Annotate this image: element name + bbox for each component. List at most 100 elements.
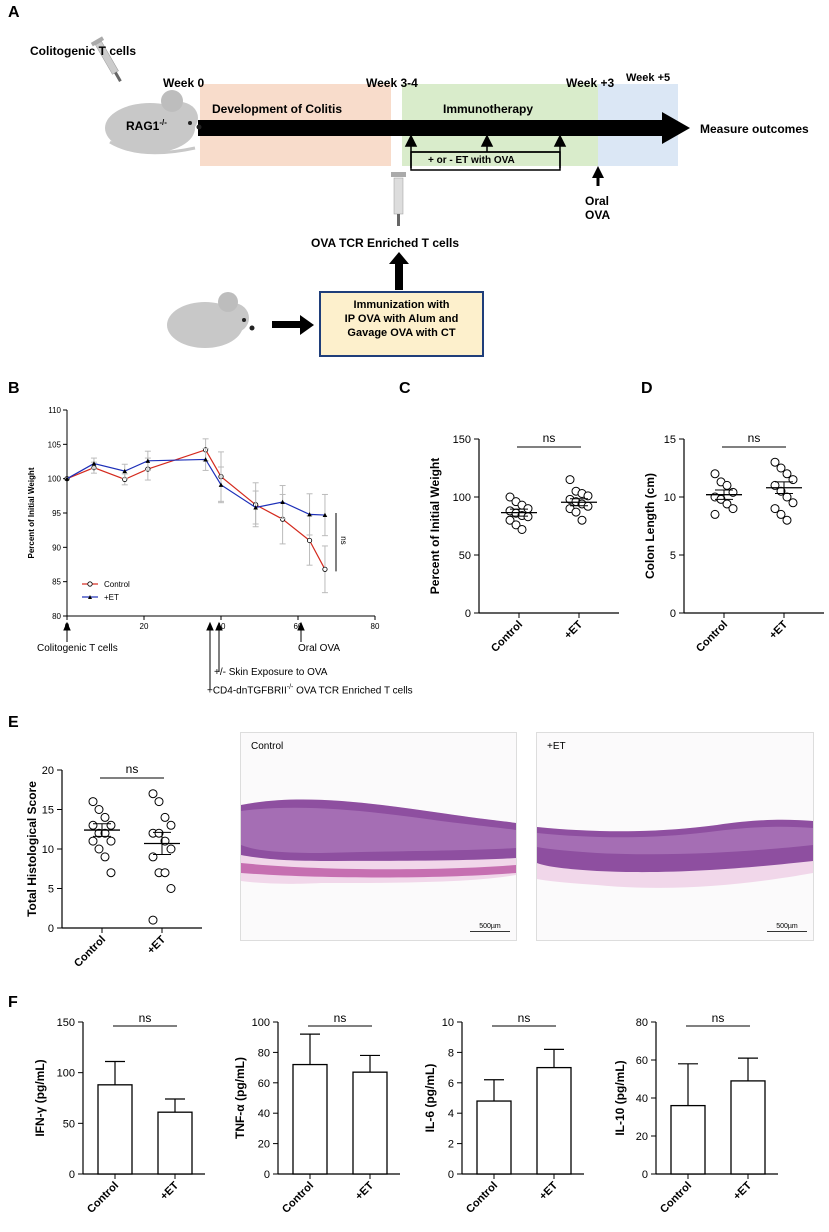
- data-point-et: [322, 512, 328, 518]
- y-tick-label: 4: [448, 1108, 454, 1120]
- y-tick-label: 10: [442, 1017, 454, 1029]
- il10-bar-chart: 0 20 40 60 80 IL-10 (pg/mL) Control +ET ns: [613, 1011, 778, 1216]
- data-point-control: [322, 566, 328, 572]
- et-with-ova-label: + or - ET with OVA: [428, 155, 515, 166]
- syringe-icon: [90, 36, 122, 82]
- y-tick-label: 0: [69, 1169, 75, 1181]
- data-point-et: [64, 476, 70, 481]
- y-tick-label: 110: [48, 406, 61, 415]
- data-point-et: [154, 797, 164, 807]
- y-tick-label: 80: [258, 1047, 270, 1059]
- y-tick-label: 50: [63, 1118, 75, 1130]
- y-tick-label: 5: [48, 884, 54, 896]
- significance-label: ns: [748, 431, 761, 445]
- right-arrow: [300, 315, 314, 335]
- data-point-et: [148, 789, 158, 799]
- legend-marker-et: [88, 595, 92, 599]
- panel-label-c: C: [399, 380, 411, 397]
- y-tick-label: 80: [636, 1017, 648, 1029]
- micrograph-et-label: +ET: [547, 741, 566, 752]
- data-point-control: [94, 805, 104, 814]
- data-point-control: [523, 504, 533, 514]
- week-plus5-label: Week +5: [626, 72, 671, 84]
- data-point-et: [782, 469, 792, 479]
- category-label-control: Control: [280, 1180, 316, 1216]
- data-point-et: [307, 512, 312, 517]
- y-tick-label: 100: [48, 475, 62, 484]
- y-axis-label: Colon Length (cm): [643, 473, 657, 579]
- data-point-et: [166, 820, 176, 830]
- y-tick-label: 15: [664, 434, 676, 446]
- significance-label: ns: [126, 762, 139, 776]
- bar-et: [352, 1071, 388, 1175]
- y-axis-label: Percent of Initial Weight: [27, 467, 36, 558]
- data-point-et: [776, 509, 786, 519]
- data-point-control: [306, 537, 313, 544]
- micrograph-control: Control 500µm: [240, 732, 517, 941]
- category-label-control: Control: [658, 1180, 694, 1216]
- significance-label: ns: [518, 1011, 531, 1025]
- data-point-et: [770, 504, 780, 514]
- data-point-control: [88, 836, 98, 846]
- data-point-et: [160, 812, 170, 822]
- data-point-control: [106, 868, 116, 878]
- bar-control: [476, 1100, 512, 1175]
- category-label-control: Control: [694, 619, 730, 655]
- timeline-arrow: [198, 112, 690, 144]
- panel-label-a: A: [8, 4, 20, 21]
- ns-label: ns: [339, 536, 348, 544]
- data-point-control: [511, 520, 521, 530]
- data-point-control: [106, 836, 116, 846]
- x-tick-label: 60: [294, 622, 303, 630]
- data-point-control: [505, 492, 515, 502]
- category-label-et: +ET: [537, 1179, 560, 1202]
- y-tick-label: 2: [448, 1139, 454, 1151]
- rag1-label: RAG1-/-: [126, 118, 167, 133]
- y-tick-label: 150: [453, 434, 471, 446]
- data-point-et: [203, 457, 208, 462]
- ann-colitogenic: Colitogenic T cells: [37, 643, 118, 654]
- y-tick-label: 5: [670, 550, 676, 562]
- category-label-et: +ET: [158, 1179, 181, 1202]
- weight-scatter-chart: 0 50 100 150 Percent of Initial Weight Contro…: [428, 431, 619, 655]
- y-tick-label: 50: [459, 550, 471, 562]
- category-label-control: Control: [72, 934, 108, 970]
- data-point-control: [88, 820, 98, 830]
- data-point-et: [583, 491, 593, 501]
- data-point-et: [280, 499, 285, 505]
- y-tick-label: 0: [642, 1169, 648, 1181]
- y-tick-label: 60: [636, 1055, 648, 1067]
- category-label-et: +ET: [731, 1179, 754, 1202]
- bar-control: [670, 1104, 706, 1175]
- panel-label-f: F: [8, 994, 18, 1011]
- y-tick-label: 10: [42, 844, 54, 856]
- y-tick-label: 0: [48, 923, 54, 935]
- panel-label-b: B: [8, 380, 20, 397]
- syringe-icon: [391, 172, 406, 226]
- ifng-bar-chart: 0 50 100 150 IFN-γ (pg/mL) Control +ET ns: [33, 1011, 205, 1216]
- data-point-control: [728, 504, 738, 514]
- data-point-control: [517, 524, 527, 534]
- measure-outcomes-label: Measure outcomes: [700, 122, 809, 136]
- y-tick-label: 0: [670, 608, 676, 620]
- week-3-4-label: Week 3-4: [366, 76, 418, 90]
- week-plus3-label: Week +3: [566, 76, 615, 90]
- legend-label-control: Control: [104, 580, 130, 589]
- tnfa-bar-chart: 0 20 40 60 80 100 TNF-α (pg/mL) Control +ET ns: [233, 1011, 400, 1216]
- data-point-control: [710, 509, 720, 519]
- significance-label: ns: [543, 431, 556, 445]
- bar-control: [292, 1063, 328, 1175]
- data-point-control: [94, 844, 104, 854]
- development-label: Development of Colitis: [212, 102, 343, 116]
- micrograph-control-label: Control: [251, 741, 284, 752]
- bar-et: [536, 1066, 572, 1175]
- data-point-control: [100, 828, 110, 838]
- y-tick-label: 6: [448, 1078, 454, 1090]
- significance-label: ns: [139, 1011, 152, 1025]
- y-tick-label: 100: [252, 1017, 270, 1029]
- data-point-et: [218, 482, 224, 487]
- bar-control: [97, 1084, 133, 1175]
- panel-label-d: D: [641, 380, 653, 397]
- x-tick-label: 40: [217, 622, 226, 630]
- data-point-et: [145, 458, 151, 463]
